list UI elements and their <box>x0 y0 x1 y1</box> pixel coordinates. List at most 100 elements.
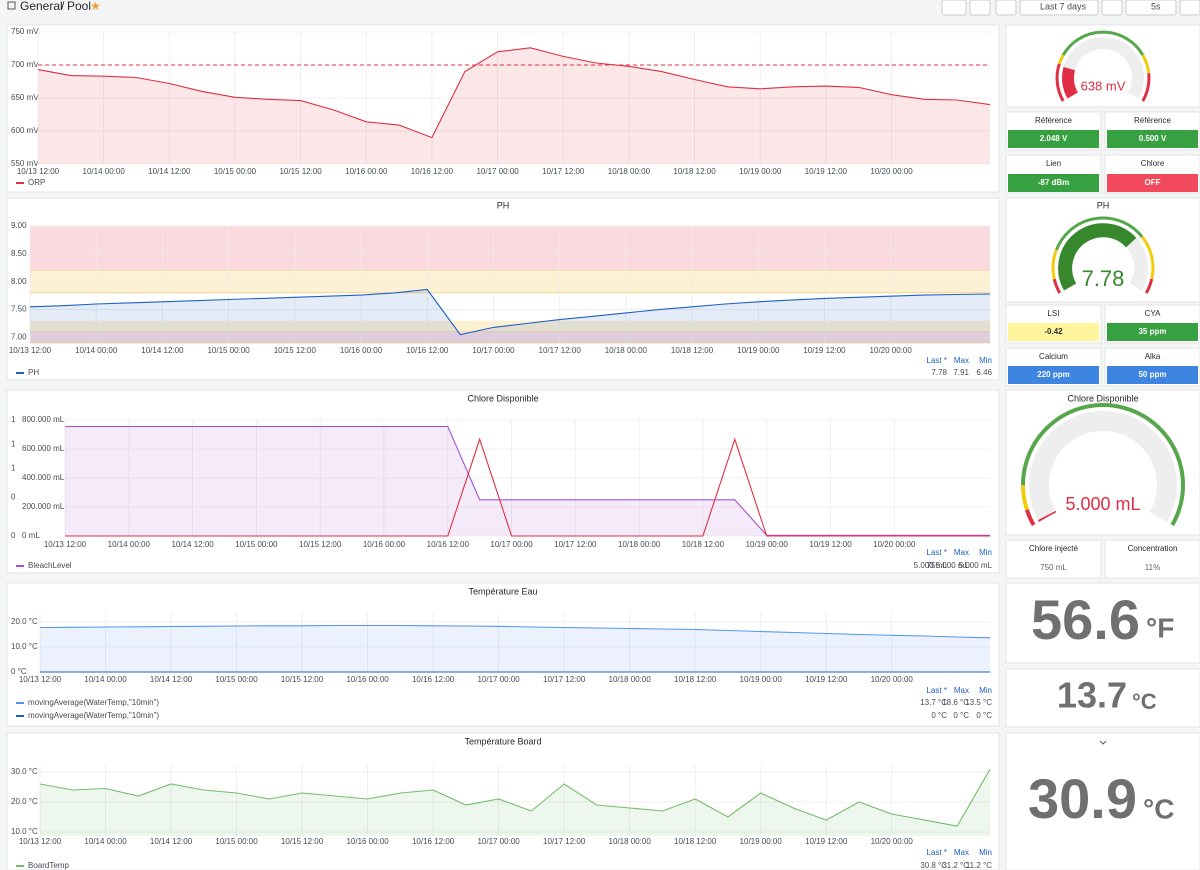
x-tick-label: 10/18 12:00 <box>682 540 725 549</box>
panel-title: Température Eau <box>468 586 537 596</box>
x-tick-label: 10/17 00:00 <box>477 675 520 684</box>
x-tick-label: 10/15 12:00 <box>279 167 322 176</box>
y-tick-label: 650 mV <box>11 93 39 102</box>
legend-column-header: Min <box>979 356 992 365</box>
folder-name[interactable]: General <box>20 0 63 13</box>
stat-value: 13.7 <box>1057 675 1127 716</box>
x-tick-label: 10/20 00:00 <box>871 675 914 684</box>
legend-stat: 5.000 mL <box>959 561 993 570</box>
legend-swatch <box>16 865 24 867</box>
legend-label: BleachLevel <box>28 561 72 570</box>
threshold-band <box>30 320 990 332</box>
x-tick-label: 10/14 12:00 <box>150 837 193 846</box>
tile-background <box>1008 174 1099 192</box>
legend-stat: 0 °C <box>976 711 992 720</box>
legend-swatch <box>16 702 24 704</box>
tile-background <box>1008 323 1099 341</box>
refresh-interval[interactable]: 5s <box>1151 1 1161 11</box>
header-bar: General / Pool ★ Last 7 days 5s <box>7 0 1200 16</box>
gauge-threshold <box>1055 63 1065 102</box>
x-tick-label: 10/15 00:00 <box>215 675 258 684</box>
gauge-threshold <box>1141 73 1151 102</box>
gauge-threshold <box>1057 54 1065 65</box>
collapse-chevron <box>1099 740 1107 745</box>
x-tick-label: 10/18 12:00 <box>674 837 717 846</box>
legend-stat: 18.6 °C <box>942 698 969 707</box>
y-tick-label: 600.000 mL <box>22 444 65 453</box>
x-tick-label: 10/18 00:00 <box>618 540 661 549</box>
zoom-out-button[interactable] <box>1101 0 1123 16</box>
legend-column-header: Max <box>954 848 969 857</box>
legend-label: movingAverage(WaterTemp,"10min") <box>28 698 159 707</box>
legend-column-header: Max <box>954 548 969 557</box>
x-tick-label: 10/14 00:00 <box>84 675 127 684</box>
settings-button[interactable] <box>995 0 1017 16</box>
x-tick-label: 10/19 00:00 <box>737 346 780 355</box>
tile-value: 11% <box>1145 563 1160 572</box>
y-tick-label: 0 °C <box>11 667 27 676</box>
legend-label: movingAverage(WaterTemp,"10min") <box>28 711 159 720</box>
gauge-threshold <box>1141 54 1151 74</box>
star-icon[interactable]: ★ <box>90 0 101 13</box>
gauge-value: 5.000 mL <box>1065 494 1140 514</box>
x-tick-label: 10/20 00:00 <box>873 540 916 549</box>
series-area <box>40 625 990 672</box>
panel-title: Température Board <box>464 736 541 746</box>
y-tick-label: 7.50 <box>11 305 27 314</box>
gauge-threshold <box>1144 278 1154 294</box>
legend-stat: 0 °C <box>931 711 947 720</box>
y-tick-label: 9.00 <box>11 221 27 230</box>
x-tick-label: 10/20 00:00 <box>870 167 913 176</box>
tile-value: 750 mL <box>1040 563 1067 572</box>
x-tick-label: 10/18 12:00 <box>673 167 716 176</box>
legend-stat: 13.5 °C <box>965 698 992 707</box>
tile-background <box>1107 130 1198 148</box>
legend-column-header: Max <box>954 686 969 695</box>
stat-unit: °F <box>1146 612 1174 643</box>
x-tick-label: 10/19 00:00 <box>739 167 782 176</box>
y2-tick-label: 0 <box>11 492 16 501</box>
x-tick-label: 10/16 00:00 <box>346 675 389 684</box>
save-button[interactable] <box>969 0 991 16</box>
y-tick-label: 30.0 °C <box>11 767 38 776</box>
legend-stat: 7.78 <box>931 368 947 377</box>
series-line <box>39 768 991 827</box>
dashboard-title[interactable]: Pool <box>67 0 91 13</box>
refresh-picker[interactable] <box>1125 0 1177 16</box>
time-picker[interactable] <box>1019 0 1099 16</box>
x-tick-label: 10/16 00:00 <box>346 837 389 846</box>
x-tick-label: 10/17 00:00 <box>472 346 515 355</box>
series-line <box>65 425 990 536</box>
x-tick-label: 10/18 12:00 <box>671 346 714 355</box>
legend-stat: 13.7 °C <box>920 698 947 707</box>
x-tick-label: 10/19 12:00 <box>809 540 852 549</box>
panel <box>6 732 1000 870</box>
x-tick-label: 10/14 12:00 <box>141 346 184 355</box>
x-tick-label: 10/17 12:00 <box>543 837 586 846</box>
time-range[interactable]: Last 7 days <box>1040 1 1087 11</box>
series-line <box>39 624 991 639</box>
tile-value: 2.048 V <box>1040 134 1068 143</box>
y-tick-label: 8.00 <box>11 277 27 286</box>
x-tick-label: 10/16 12:00 <box>412 675 455 684</box>
gauge-value: 638 mV <box>1081 78 1126 93</box>
add-panel-button[interactable] <box>941 0 967 16</box>
panel <box>1005 732 1200 870</box>
panel <box>1005 668 1200 728</box>
x-tick-label: 10/19 00:00 <box>740 675 783 684</box>
tile-title: Lien <box>1046 159 1061 168</box>
gauge-threshold <box>1052 278 1062 294</box>
legend-column-header: Last * <box>927 848 947 857</box>
x-tick-label: 10/17 12:00 <box>542 167 585 176</box>
legend-column-header: Last * <box>927 548 947 557</box>
y-tick-label: 550 mV <box>11 159 39 168</box>
panel-title: PH <box>1097 200 1110 210</box>
tile-title: CYA <box>1145 309 1162 318</box>
gauge-threshold <box>1021 403 1185 526</box>
x-tick-label: 10/19 00:00 <box>746 540 789 549</box>
tile-title: Calcium <box>1039 352 1068 361</box>
x-tick-label: 10/17 12:00 <box>554 540 597 549</box>
tv-mode-button[interactable] <box>1179 0 1200 16</box>
gauge-threshold <box>1051 249 1058 280</box>
legend-column-header: Max <box>954 356 969 365</box>
